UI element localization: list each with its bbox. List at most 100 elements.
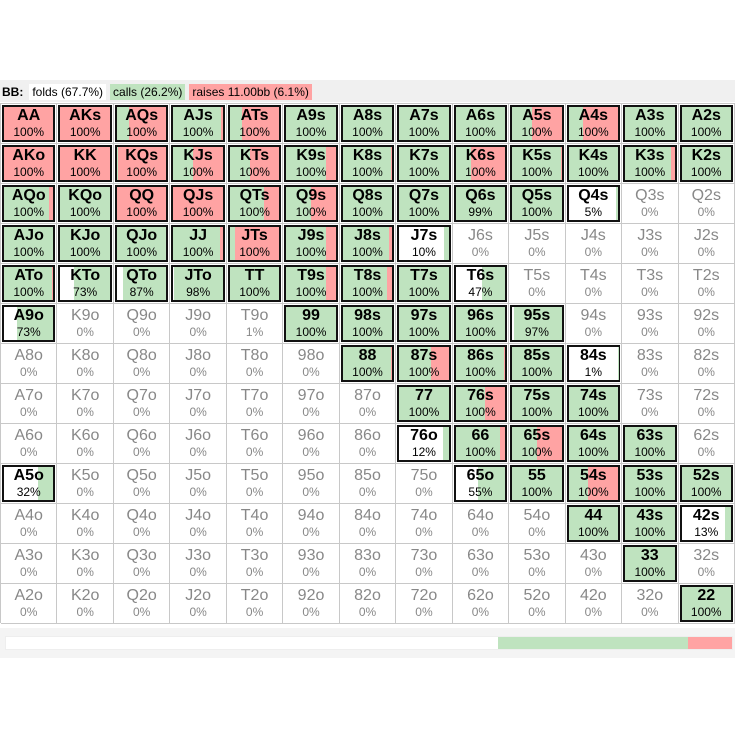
- hand-cell-K6o[interactable]: K6o 0%: [57, 424, 114, 464]
- hand-cell-K4s[interactable]: K4s 100%: [565, 144, 623, 184]
- hand-cell-J6o[interactable]: J6o 0%: [170, 424, 227, 464]
- hand-cell-99[interactable]: 99 100%: [283, 304, 340, 344]
- hand-cell-65o[interactable]: 65o 55%: [452, 464, 510, 504]
- hand-cell-AJs[interactable]: AJs 100%: [170, 104, 227, 144]
- hand-cell-98o[interactable]: 98o 0%: [283, 344, 340, 384]
- hand-cell-T8o[interactable]: T8o 0%: [226, 344, 284, 384]
- hand-cell-T9s[interactable]: T9s 100%: [283, 264, 340, 304]
- hand-cell-J7s[interactable]: J7s 10%: [396, 224, 453, 264]
- hand-cell-AQo[interactable]: AQo 100%: [1, 184, 58, 224]
- hand-cell-43s[interactable]: 43s 100%: [622, 504, 679, 544]
- hand-cell-KTo[interactable]: KTo 73%: [57, 264, 114, 304]
- hand-cell-94s[interactable]: 94s 0%: [565, 304, 623, 344]
- hand-cell-97o[interactable]: 97o 0%: [283, 384, 340, 424]
- hand-cell-J9s[interactable]: J9s 100%: [283, 224, 340, 264]
- hand-cell-54o[interactable]: 54o 0%: [509, 504, 566, 544]
- hand-cell-42s[interactable]: 42s 13%: [678, 504, 735, 544]
- hand-cell-Q5o[interactable]: Q5o 0%: [113, 464, 171, 504]
- hand-cell-A3o[interactable]: A3o 0%: [1, 544, 58, 584]
- hand-cell-A9s[interactable]: A9s 100%: [283, 104, 340, 144]
- hand-cell-JTs[interactable]: JTs 100%: [226, 224, 284, 264]
- hand-cell-KQo[interactable]: KQo 100%: [57, 184, 114, 224]
- hand-cell-J5s[interactable]: J5s 0%: [509, 224, 566, 264]
- hand-cell-A4o[interactable]: A4o 0%: [1, 504, 58, 544]
- hand-cell-AKs[interactable]: AKs 100%: [57, 104, 114, 144]
- hand-cell-83o[interactable]: 83o 0%: [339, 544, 397, 584]
- hand-cell-K9o[interactable]: K9o 0%: [57, 304, 114, 344]
- hand-cell-Q4o[interactable]: Q4o 0%: [113, 504, 171, 544]
- hand-cell-J4o[interactable]: J4o 0%: [170, 504, 227, 544]
- hand-cell-82s[interactable]: 82s 0%: [678, 344, 735, 384]
- hand-cell-42o[interactable]: 42o 0%: [565, 584, 623, 624]
- hand-cell-52s[interactable]: 52s 100%: [678, 464, 735, 504]
- hand-cell-97s[interactable]: 97s 100%: [396, 304, 453, 344]
- hand-cell-T7s[interactable]: T7s 100%: [396, 264, 453, 304]
- hand-cell-AKo[interactable]: AKo 100%: [1, 144, 58, 184]
- hand-cell-K2s[interactable]: K2s 100%: [678, 144, 735, 184]
- hand-cell-A7s[interactable]: A7s 100%: [396, 104, 453, 144]
- hand-cell-75s[interactable]: 75s 100%: [509, 384, 566, 424]
- hand-cell-A2s[interactable]: A2s 100%: [678, 104, 735, 144]
- hand-cell-ATs[interactable]: ATs 100%: [226, 104, 284, 144]
- hand-cell-63s[interactable]: 63s 100%: [622, 424, 679, 464]
- hand-cell-32s[interactable]: 32s 0%: [678, 544, 735, 584]
- hand-cell-TT[interactable]: TT 100%: [226, 264, 284, 304]
- hand-cell-93o[interactable]: 93o 0%: [283, 544, 340, 584]
- hand-cell-J5o[interactable]: J5o 0%: [170, 464, 227, 504]
- hand-cell-AA[interactable]: AA 100%: [1, 104, 58, 144]
- hand-cell-T5o[interactable]: T5o 0%: [226, 464, 284, 504]
- hand-cell-A6o[interactable]: A6o 0%: [1, 424, 58, 464]
- hand-cell-Q7s[interactable]: Q7s 100%: [396, 184, 453, 224]
- hand-cell-62o[interactable]: 62o 0%: [452, 584, 510, 624]
- hand-cell-72s[interactable]: 72s 0%: [678, 384, 735, 424]
- hand-cell-T3s[interactable]: T3s 0%: [622, 264, 679, 304]
- hand-cell-95o[interactable]: 95o 0%: [283, 464, 340, 504]
- hand-cell-A8o[interactable]: A8o 0%: [1, 344, 58, 384]
- hand-cell-A9o[interactable]: A9o 73%: [1, 304, 58, 344]
- hand-cell-Q2s[interactable]: Q2s 0%: [678, 184, 735, 224]
- hand-cell-73s[interactable]: 73s 0%: [622, 384, 679, 424]
- hand-cell-93s[interactable]: 93s 0%: [622, 304, 679, 344]
- hand-cell-J7o[interactable]: J7o 0%: [170, 384, 227, 424]
- hand-cell-J9o[interactable]: J9o 0%: [170, 304, 227, 344]
- hand-cell-J2o[interactable]: J2o 0%: [170, 584, 227, 624]
- hand-cell-74s[interactable]: 74s 100%: [565, 384, 623, 424]
- hand-cell-84s[interactable]: 84s 1%: [565, 344, 623, 384]
- hand-cell-J4s[interactable]: J4s 0%: [565, 224, 623, 264]
- hand-cell-43o[interactable]: 43o 0%: [565, 544, 623, 584]
- hand-cell-K9s[interactable]: K9s 100%: [283, 144, 340, 184]
- hand-cell-44[interactable]: 44 100%: [565, 504, 623, 544]
- hand-cell-Q2o[interactable]: Q2o 0%: [113, 584, 171, 624]
- hand-cell-Q6o[interactable]: Q6o 0%: [113, 424, 171, 464]
- hand-cell-K3s[interactable]: K3s 100%: [622, 144, 679, 184]
- hand-cell-K5o[interactable]: K5o 0%: [57, 464, 114, 504]
- hand-cell-KJo[interactable]: KJo 100%: [57, 224, 114, 264]
- hand-cell-54s[interactable]: 54s 100%: [565, 464, 623, 504]
- hand-cell-82o[interactable]: 82o 0%: [339, 584, 397, 624]
- hand-cell-86s[interactable]: 86s 100%: [452, 344, 510, 384]
- hand-cell-85s[interactable]: 85s 100%: [509, 344, 566, 384]
- hand-cell-T6s[interactable]: T6s 47%: [452, 264, 510, 304]
- hand-cell-J3o[interactable]: J3o 0%: [170, 544, 227, 584]
- hand-cell-73o[interactable]: 73o 0%: [396, 544, 453, 584]
- hand-cell-A3s[interactable]: A3s 100%: [622, 104, 679, 144]
- hand-cell-QJs[interactable]: QJs 100%: [170, 184, 227, 224]
- hand-cell-KJs[interactable]: KJs 100%: [170, 144, 227, 184]
- hand-cell-KQs[interactable]: KQs 100%: [113, 144, 171, 184]
- hand-cell-T2s[interactable]: T2s 0%: [678, 264, 735, 304]
- hand-cell-QTs[interactable]: QTs 100%: [226, 184, 284, 224]
- hand-cell-K2o[interactable]: K2o 0%: [57, 584, 114, 624]
- hand-cell-A7o[interactable]: A7o 0%: [1, 384, 58, 424]
- hand-cell-32o[interactable]: 32o 0%: [622, 584, 679, 624]
- hand-cell-62s[interactable]: 62s 0%: [678, 424, 735, 464]
- hand-cell-Q9s[interactable]: Q9s 100%: [283, 184, 340, 224]
- hand-cell-J6s[interactable]: J6s 0%: [452, 224, 510, 264]
- hand-cell-96s[interactable]: 96s 100%: [452, 304, 510, 344]
- hand-cell-A4s[interactable]: A4s 100%: [565, 104, 623, 144]
- hand-cell-83s[interactable]: 83s 0%: [622, 344, 679, 384]
- hand-cell-A8s[interactable]: A8s 100%: [339, 104, 397, 144]
- hand-cell-84o[interactable]: 84o 0%: [339, 504, 397, 544]
- hand-cell-T2o[interactable]: T2o 0%: [226, 584, 284, 624]
- hand-cell-Q3s[interactable]: Q3s 0%: [622, 184, 679, 224]
- hand-cell-A5s[interactable]: A5s 100%: [509, 104, 566, 144]
